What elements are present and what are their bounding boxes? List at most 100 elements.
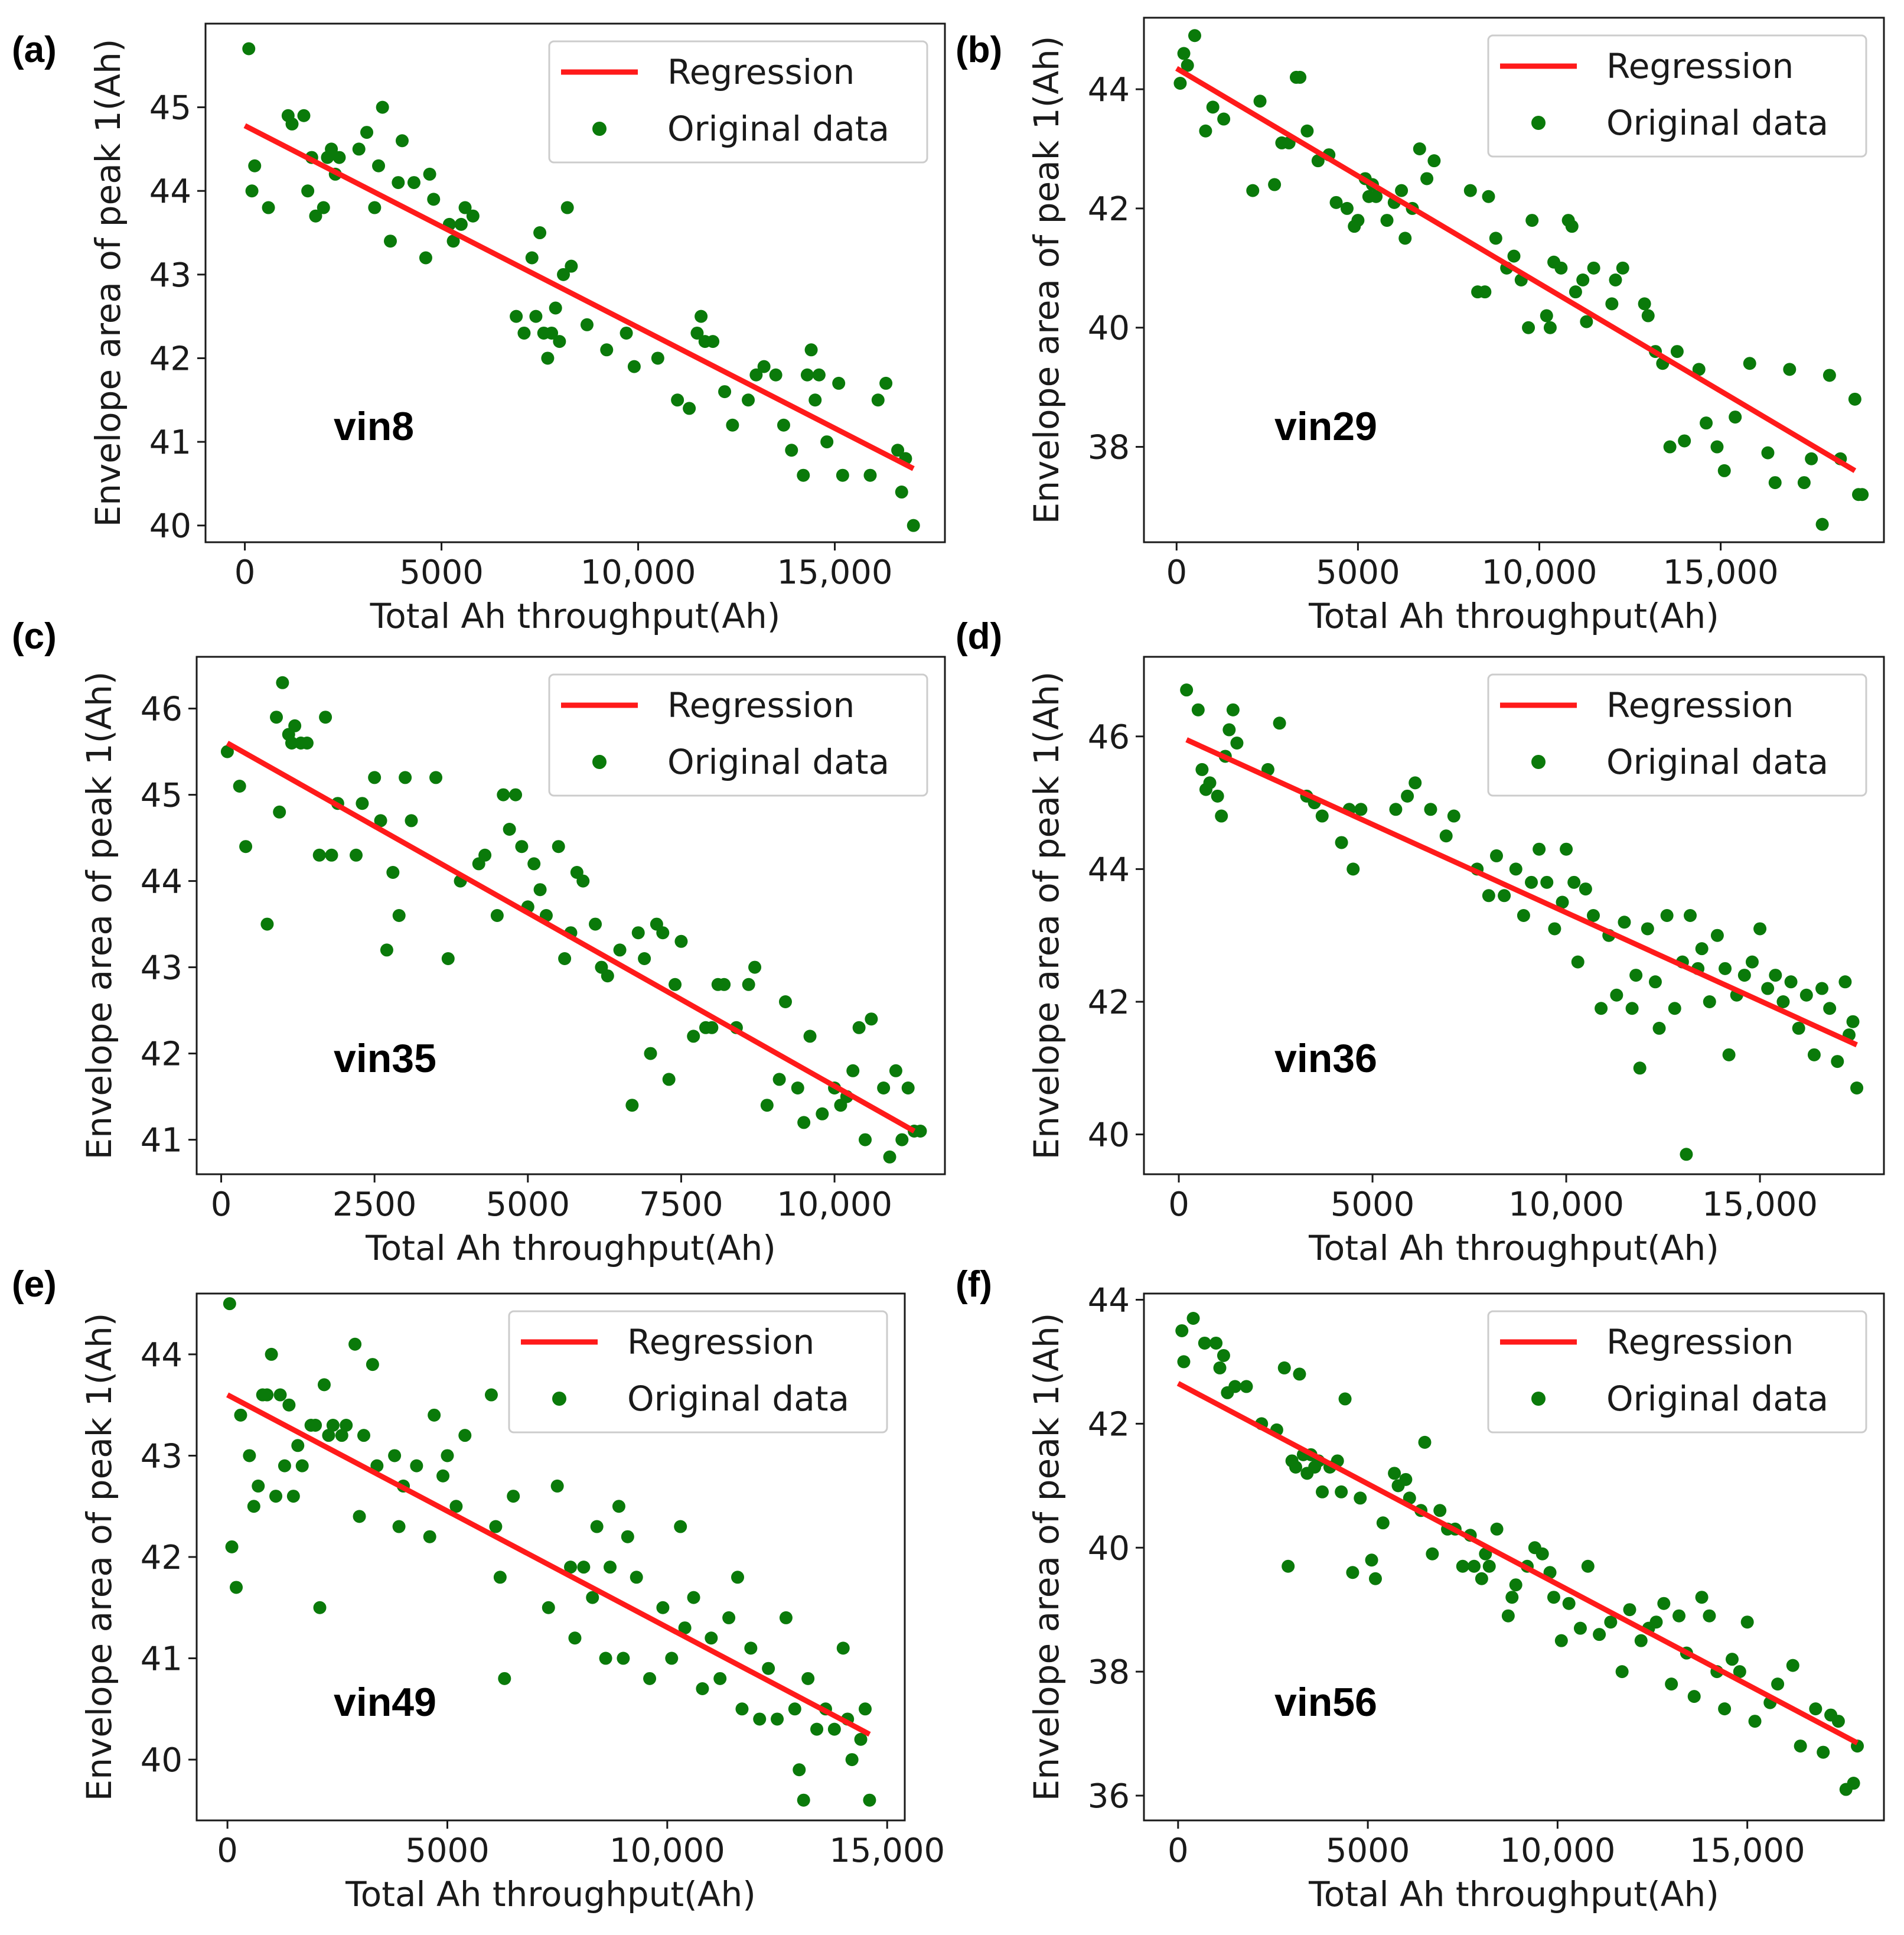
data-point xyxy=(687,1591,700,1604)
data-point xyxy=(1401,789,1414,803)
legend-point-swatch xyxy=(552,1392,566,1406)
x-tick-label: 0 xyxy=(1168,1832,1189,1870)
data-point xyxy=(895,1133,909,1146)
data-point xyxy=(1565,220,1579,233)
data-point xyxy=(690,326,704,340)
data-point xyxy=(1354,803,1368,816)
data-point xyxy=(1388,1467,1401,1480)
data-point xyxy=(436,1469,450,1483)
vehicle-label: vin35 xyxy=(334,1036,436,1081)
data-point xyxy=(1625,1002,1639,1015)
data-point xyxy=(1525,214,1539,227)
data-point xyxy=(651,351,664,365)
y-tick-label: 44 xyxy=(1088,71,1130,109)
y-tick-label: 40 xyxy=(149,507,191,546)
data-point xyxy=(1203,776,1217,790)
data-point xyxy=(1206,100,1220,114)
x-tick-label: 15,000 xyxy=(829,1832,945,1870)
data-point xyxy=(509,788,523,802)
data-point xyxy=(1329,196,1343,209)
data-point xyxy=(1753,922,1767,936)
panel-letter: (b) xyxy=(956,30,1002,70)
data-point xyxy=(683,402,696,415)
data-point xyxy=(317,1378,331,1392)
x-tick-label: 0 xyxy=(1168,1185,1189,1224)
data-point xyxy=(1683,909,1697,922)
data-point xyxy=(674,934,688,948)
data-point xyxy=(1638,297,1651,311)
data-point xyxy=(558,952,572,965)
x-tick-label: 5000 xyxy=(486,1185,570,1224)
x-tick-label: 15,000 xyxy=(1690,1832,1805,1870)
data-points xyxy=(1180,683,1864,1161)
y-tick-label: 45 xyxy=(149,89,191,128)
data-point xyxy=(1533,842,1546,856)
data-point xyxy=(1641,922,1654,936)
data-point xyxy=(832,376,846,390)
legend-point-swatch xyxy=(1531,1392,1546,1406)
data-point xyxy=(604,1561,617,1574)
data-point xyxy=(1177,1355,1191,1369)
data-point xyxy=(1761,446,1775,460)
data-point xyxy=(1580,315,1593,328)
legend-point-swatch xyxy=(1531,755,1546,769)
x-tick-label: 10,000 xyxy=(1508,1185,1624,1224)
data-point xyxy=(1823,1002,1837,1015)
x-tick-label: 10,000 xyxy=(777,1185,892,1224)
x-tick-label: 10,000 xyxy=(581,553,696,592)
data-point xyxy=(560,201,574,214)
data-point xyxy=(248,159,262,172)
chart-panel-vin8: (a) 0 5000 10,000 15,000 40 41 42 43 44 45 Total Ah… xyxy=(12,22,946,636)
y-tick-label: 46 xyxy=(1088,718,1130,757)
y-tick-label: 41 xyxy=(141,1122,182,1160)
y-tick-label: 44 xyxy=(1088,1281,1130,1320)
vehicle-label: vin49 xyxy=(334,1680,436,1725)
data-point xyxy=(777,418,790,432)
vehicle-label: vin56 xyxy=(1274,1680,1377,1725)
data-point xyxy=(392,1520,406,1533)
data-point xyxy=(384,234,397,248)
data-point xyxy=(441,952,455,965)
data-point xyxy=(1581,1559,1595,1573)
data-point xyxy=(643,1672,657,1685)
data-point xyxy=(1398,232,1412,245)
data-point xyxy=(441,1449,454,1462)
data-point xyxy=(1703,995,1716,1008)
x-tick-label: 10,000 xyxy=(609,1832,725,1870)
data-point xyxy=(1771,1677,1785,1691)
data-point xyxy=(1418,1435,1432,1449)
data-point xyxy=(1217,1348,1230,1362)
y-tick-label: 40 xyxy=(141,1741,182,1780)
data-point xyxy=(695,310,708,323)
data-point xyxy=(779,1611,793,1624)
data-point xyxy=(1692,363,1706,376)
legend-box xyxy=(1487,673,1867,797)
vehicle-label: vin36 xyxy=(1274,1036,1377,1081)
data-point xyxy=(749,368,763,382)
data-point xyxy=(220,745,234,758)
data-point xyxy=(600,343,614,357)
data-point xyxy=(1725,1653,1739,1666)
data-point xyxy=(1230,737,1244,750)
data-point xyxy=(1424,803,1437,816)
data-point xyxy=(484,1388,498,1402)
data-point xyxy=(771,1712,784,1726)
data-point xyxy=(525,251,539,265)
data-point xyxy=(877,1081,891,1094)
data-point xyxy=(368,771,382,784)
y-tick-label: 44 xyxy=(1088,851,1130,889)
data-point xyxy=(1660,909,1674,922)
legend: Regression Original data xyxy=(1487,673,1867,797)
data-point xyxy=(1850,1081,1864,1094)
data-point xyxy=(625,1099,639,1112)
data-point xyxy=(388,1449,402,1462)
data-point xyxy=(360,126,374,139)
data-point xyxy=(1389,803,1403,816)
regression-line xyxy=(226,741,916,1133)
legend-regression-label: Regression xyxy=(1606,685,1794,725)
data-point xyxy=(252,1479,265,1493)
legend-original-label: Original data xyxy=(627,1379,849,1419)
data-point xyxy=(565,259,578,273)
data-point xyxy=(1475,1572,1488,1585)
regression-line xyxy=(1176,1381,1859,1745)
